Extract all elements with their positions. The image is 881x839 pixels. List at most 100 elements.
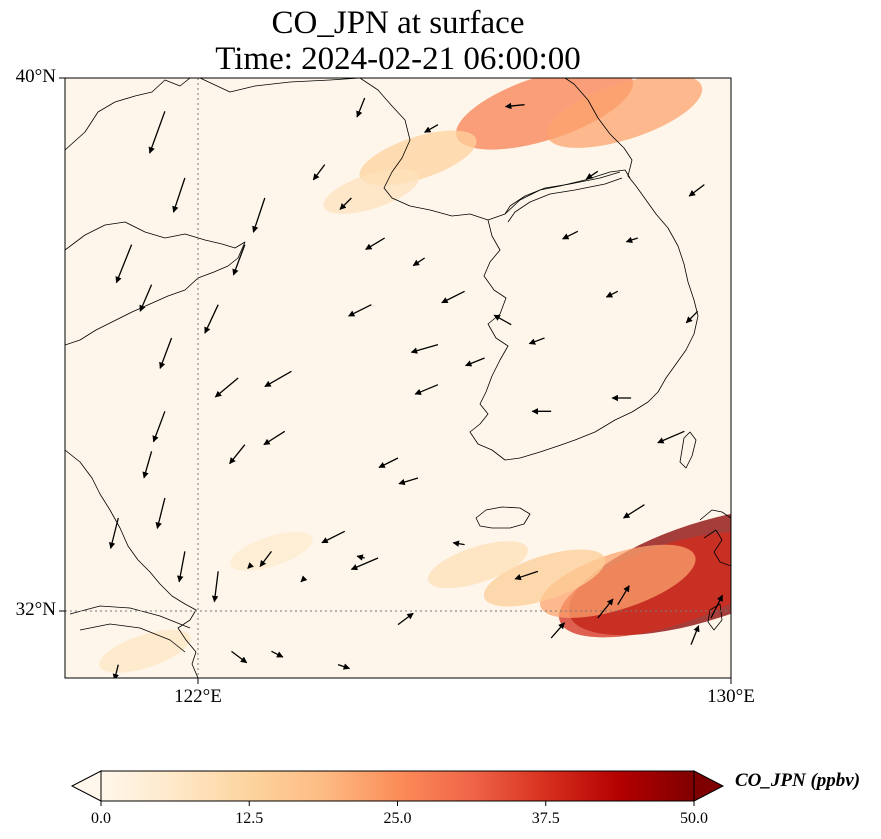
wind-vector [690,625,700,645]
wind-vector [356,554,365,561]
wind-vector [688,184,705,197]
wind-vector [312,164,326,181]
wind-vector [232,244,246,276]
wind-vector [155,497,166,530]
wind-vector [441,290,465,304]
colorbar-tick-label: 37.5 [531,810,560,827]
wind-vector [685,310,699,324]
wind-vector [350,557,379,571]
wind-vector [410,344,439,354]
coastline-bohai-north [65,78,361,151]
colorbar-extend-min [70,770,102,802]
map-frame [64,77,732,679]
wind-vector [211,571,219,603]
coastline-korea-south [519,78,699,459]
wind-vector [214,377,239,398]
coastline-kyushu [699,509,731,631]
wind-vector [337,663,351,670]
colorbar-extend-max [693,770,725,802]
co-plume-9 [99,629,191,673]
wind-vector [356,97,366,118]
co-plume-7 [483,549,606,607]
coastline-yalu-border [504,171,623,223]
wind-vector [159,337,173,370]
coastline-korea-west [469,219,521,461]
colorbar-title: CO_JPN (ppbv) [735,770,861,791]
wind-vector [398,477,419,486]
wind-vector [617,585,630,606]
wind-vector [710,594,724,619]
coastline-yangtze-estuary [69,605,191,653]
wind-vector [300,575,308,583]
wind-vector [247,562,255,569]
wind-vector [347,304,372,317]
wind-vector [263,430,286,446]
co-concentration-field [99,78,731,673]
wind-vector [172,177,186,213]
colorbar-gradient [100,770,695,802]
co-plume-8 [428,541,528,589]
wind-vector [397,612,414,626]
wind-vector [365,237,386,250]
wind-vector [259,550,272,568]
coastline-jeju [475,506,531,529]
wind-vector [452,540,465,547]
wind-vector [139,284,153,312]
wind-vector [414,384,439,395]
wind-vector [148,111,166,154]
wind-vector [231,650,248,664]
wind-vector [252,197,266,233]
wind-vector [108,517,119,550]
wind-vector [550,622,565,639]
coastlines [65,78,731,678]
wind-vector [115,244,133,284]
wind-vector [142,451,153,479]
map-time-subtitle: Time: 2024-02-21 06:00:00 [215,41,581,77]
wind-vector [177,551,186,583]
wind-vector [271,650,284,658]
wind-vector [605,290,619,298]
wind-vector [152,411,166,443]
wind-vector [339,197,352,210]
colorbar-tick-label: 50.0 [680,810,708,827]
coastline-liaodong [359,78,631,221]
lon-label-122e: 122°E [174,686,222,707]
axis-ticks [59,77,732,684]
wind-vector [585,170,599,180]
wind-vector [229,444,246,465]
wind-vector [528,337,545,345]
wind-vector [424,124,439,133]
lat-label-40n: 40°N [15,66,56,87]
wind-vector [264,370,292,388]
co-plume-0 [456,78,634,150]
wind-vector [493,314,512,326]
coastline-china-east [65,449,199,678]
wind-vector [657,430,685,444]
wind-vector [412,257,426,267]
coastline-tsushima [679,431,697,469]
wind-vector-field [108,97,724,678]
wind-vector [622,504,645,519]
co-plume-6 [539,544,696,618]
gridlines [65,78,731,678]
wind-vector [321,530,346,544]
wind-vector [514,570,539,581]
lon-label-130e: 130°E [707,686,755,707]
coastline-shandong [65,221,246,346]
lat-label-32n: 32°N [15,599,56,620]
wind-vector [562,230,579,240]
wind-vector [378,457,399,469]
colorbar-tick-label: 0.0 [91,810,111,827]
wind-vector [597,598,614,619]
wind-vector [504,102,525,110]
wind-vector [204,304,219,334]
wind-vector [112,664,120,678]
wind-vector [625,236,638,244]
wind-vector [464,357,485,367]
map-title: CO_JPN at surface [271,5,525,41]
colorbar-tick-label: 12.5 [235,810,264,827]
colorbar-tick-label: 25.0 [383,810,412,827]
co-plume-1 [546,78,703,148]
